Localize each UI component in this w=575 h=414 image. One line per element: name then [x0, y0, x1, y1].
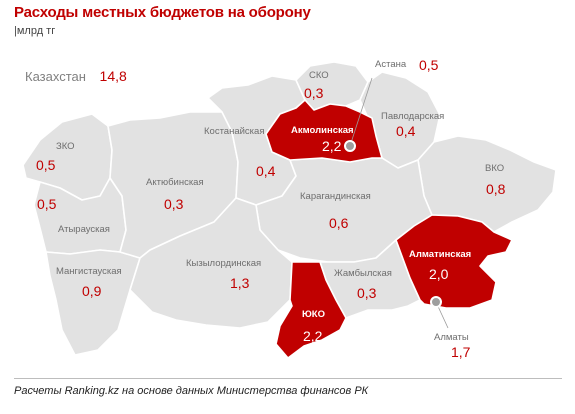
total-value: 14,8 — [99, 68, 127, 84]
label-zhambyl-value: 0,3 — [357, 285, 377, 301]
total-block: Казахстан 14,8 — [25, 68, 127, 84]
region-uko — [275, 261, 347, 359]
label-akmola-name: Акмолинская — [291, 125, 354, 136]
region-almaty — [395, 214, 513, 309]
label-atyrau-value: 0,5 — [37, 196, 57, 212]
label-zhambyl-name: Жамбылская — [334, 268, 392, 279]
label-kostanay-value: 0,4 — [256, 163, 276, 179]
label-aktobe-name: Актюбинская — [146, 177, 204, 188]
label-akmola-value: 2,2 — [322, 138, 342, 154]
label-uko-name: ЮКО — [302, 309, 325, 320]
label-uko-value: 2,2 — [303, 328, 323, 344]
astana-leader — [349, 77, 373, 147]
label-sko-name: СКО — [309, 70, 329, 81]
unit-label: |млрд тг — [14, 25, 56, 37]
map-title: Расходы местных бюджетов на оборону — [14, 4, 311, 21]
label-mangistau-name: Мангистауская — [56, 266, 122, 277]
label-pavlodar-value: 0,4 — [396, 123, 416, 139]
astana-marker — [344, 140, 356, 152]
unit-text: млрд тг — [16, 25, 56, 37]
label-mangistau-value: 0,9 — [82, 283, 102, 299]
label-almaty-city-value: 1,7 — [451, 344, 471, 360]
label-karaganda-value: 0,6 — [329, 215, 349, 231]
label-atyrau-name: Атырауская — [58, 224, 110, 235]
label-astana-name: Астана — [375, 59, 407, 70]
label-pavlodar-name: Павлодарская — [381, 111, 444, 122]
label-kyzylorda-value: 1,3 — [230, 275, 250, 291]
label-astana-value: 0,5 — [419, 57, 439, 73]
almaty-marker — [430, 296, 442, 308]
source-note: Расчеты Ranking.kz на основе данных Мини… — [14, 385, 369, 397]
label-almaty-region-name: Алматинская — [409, 249, 471, 260]
label-karaganda-name: Карагандинская — [300, 191, 371, 202]
label-vko-name: ВКО — [485, 163, 504, 174]
label-almaty-region-value: 2,0 — [429, 266, 449, 282]
footer-divider — [14, 378, 562, 379]
total-label: Казахстан — [25, 69, 86, 84]
label-aktobe-value: 0,3 — [164, 196, 184, 212]
label-almaty-city-name: Алматы — [434, 332, 469, 343]
label-zko-name: ЗКО — [56, 141, 75, 152]
label-sko-value: 0,3 — [304, 85, 324, 101]
label-kostanay-name: Костанайская — [204, 126, 264, 137]
region-mangistau — [45, 249, 141, 356]
label-kyzylorda-name: Кызылординская — [186, 258, 261, 269]
label-zko-value: 0,5 — [36, 157, 56, 173]
label-vko-value: 0,8 — [486, 181, 506, 197]
